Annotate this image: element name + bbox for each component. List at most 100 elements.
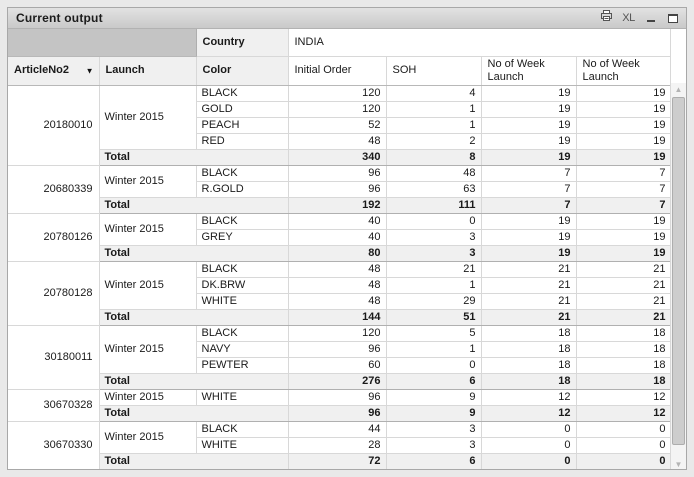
article-cell[interactable]: 20680339	[8, 165, 100, 214]
color-cell[interactable]: BLACK	[196, 469, 288, 470]
column-header-week-launch-2[interactable]: No of Week Launch	[576, 56, 672, 86]
value-cell: 21	[576, 293, 672, 310]
total-label-cell: Total	[99, 452, 289, 469]
color-cell[interactable]: DK.BRW	[196, 277, 289, 294]
column-header-color[interactable]: Color	[196, 56, 289, 86]
export-excel-button[interactable]: XL	[621, 11, 636, 25]
total-value-cell: 12	[481, 404, 577, 422]
launch-cell[interactable]: Winter 2015	[99, 325, 197, 374]
color-cell[interactable]: BLACK	[196, 325, 289, 342]
table-row: WHITE 28 3 0 0	[8, 437, 672, 454]
value-cell: 57	[386, 469, 481, 470]
total-row: Total 276 6 18 18	[8, 372, 672, 390]
total-row: Total 72 6 0 0	[8, 452, 672, 469]
value-cell: 7	[481, 181, 577, 198]
color-cell[interactable]: RED	[196, 133, 289, 150]
total-label-cell: Total	[99, 244, 289, 262]
article-cell[interactable]: 20180010	[8, 85, 100, 166]
total-label-cell: Total	[99, 372, 289, 390]
total-row: Total 80 3 19 19	[8, 244, 672, 262]
article-cell[interactable]: 30180011	[8, 325, 100, 390]
minimize-button[interactable]	[643, 11, 658, 25]
color-cell[interactable]: WHITE	[196, 389, 289, 406]
dropdown-arrow-icon[interactable]: ▼	[85, 66, 94, 75]
value-cell: 19	[576, 133, 672, 150]
country-value-cell[interactable]: INDIA	[288, 29, 672, 57]
article-cell[interactable]: 20780128	[8, 261, 100, 326]
scroll-down-button[interactable]: ▼	[674, 460, 683, 469]
value-cell: 48	[386, 165, 482, 182]
column-header-soh[interactable]: SOH	[386, 56, 482, 86]
color-cell[interactable]: PEWTER	[196, 357, 289, 374]
launch-cell[interactable]: Winter 2015	[99, 469, 196, 470]
article-cell[interactable]: 30670330	[8, 421, 100, 469]
value-cell: 40	[288, 229, 387, 246]
article-cell[interactable]: 20780126	[8, 213, 100, 262]
table-row: PEACH 52 1 19 19	[8, 117, 672, 134]
caption-icons: XL	[599, 9, 680, 27]
maximize-button[interactable]	[665, 11, 680, 25]
color-cell[interactable]: BLACK	[196, 213, 289, 230]
value-cell: 19	[481, 101, 577, 118]
printer-icon	[600, 9, 613, 27]
launch-cell[interactable]: Winter 2015	[99, 421, 197, 454]
value-cell: 0	[576, 437, 672, 454]
value-cell: 29	[386, 293, 482, 310]
launch-cell[interactable]: Winter 2015	[99, 213, 197, 246]
color-cell[interactable]: GREY	[196, 229, 289, 246]
color-cell[interactable]: NAVY	[196, 341, 289, 358]
column-header-articleno2[interactable]: ArticleNo2 ▼	[8, 56, 100, 86]
country-header-cell[interactable]: Country	[196, 29, 289, 57]
column-header-launch[interactable]: Launch	[99, 56, 197, 86]
color-cell[interactable]: PEACH	[196, 117, 289, 134]
total-value-cell: 18	[576, 372, 672, 390]
scroll-up-button[interactable]: ▲	[674, 85, 683, 94]
value-cell: 120	[288, 469, 386, 470]
maximize-icon	[667, 13, 678, 23]
value-cell: 28	[288, 437, 387, 454]
total-value-cell: 72	[288, 452, 387, 469]
total-value-cell: 19	[481, 244, 577, 262]
article-cell[interactable]: 30670328	[8, 389, 100, 422]
value-cell: 0	[386, 357, 482, 374]
window-titlebar[interactable]: Current output XL	[8, 8, 686, 29]
column-header-week-launch-1[interactable]: No of Week Launch	[481, 56, 577, 86]
color-cell[interactable]: GOLD	[196, 101, 289, 118]
color-cell[interactable]: BLACK	[196, 85, 289, 102]
value-cell: 9	[386, 389, 482, 406]
print-button[interactable]	[599, 9, 614, 27]
value-cell: 96	[288, 389, 387, 406]
total-row: Total 144 51 21 21	[8, 308, 672, 326]
color-cell[interactable]: WHITE	[196, 293, 289, 310]
value-cell: 0	[386, 213, 482, 230]
color-cell[interactable]: R.GOLD	[196, 181, 289, 198]
color-cell[interactable]: BLACK	[196, 261, 289, 278]
color-cell[interactable]: BLACK	[196, 165, 289, 182]
launch-cell[interactable]: Winter 2015	[99, 165, 197, 198]
color-cell[interactable]: BLACK	[196, 421, 289, 438]
value-cell: 96	[288, 181, 387, 198]
value-cell: 19	[576, 101, 672, 118]
vertical-scrollbar[interactable]: ▲ ▼	[670, 29, 686, 469]
table-row: NAVY 96 1 18 18	[8, 341, 672, 358]
launch-cell[interactable]: Winter 2015	[99, 389, 197, 406]
pivot-body: 20180010 Winter 2015 BLACK 120 4 19 19 GOLD 120 1…	[8, 85, 672, 470]
article-cell[interactable]: 30741300	[8, 469, 99, 470]
value-cell: 48	[288, 133, 387, 150]
launch-cell[interactable]: Winter 2015	[99, 85, 197, 150]
value-cell: 4	[386, 85, 482, 102]
scrollbar-thumb[interactable]	[672, 97, 685, 445]
value-cell: 63	[386, 181, 482, 198]
color-cell[interactable]: WHITE	[196, 437, 289, 454]
scrollbar-track[interactable]: ▲ ▼	[671, 83, 686, 469]
value-cell: 2	[386, 133, 482, 150]
launch-cell[interactable]: Winter 2015	[99, 261, 197, 310]
total-value-cell: 51	[386, 308, 482, 326]
total-value-cell: 0	[481, 452, 577, 469]
value-cell: 96	[288, 341, 387, 358]
value-cell: 19	[481, 229, 577, 246]
table-row: PEWTER 60 0 18 18	[8, 357, 672, 374]
value-cell: 60	[288, 357, 387, 374]
column-header-initial-order[interactable]: Initial Order	[288, 56, 387, 86]
